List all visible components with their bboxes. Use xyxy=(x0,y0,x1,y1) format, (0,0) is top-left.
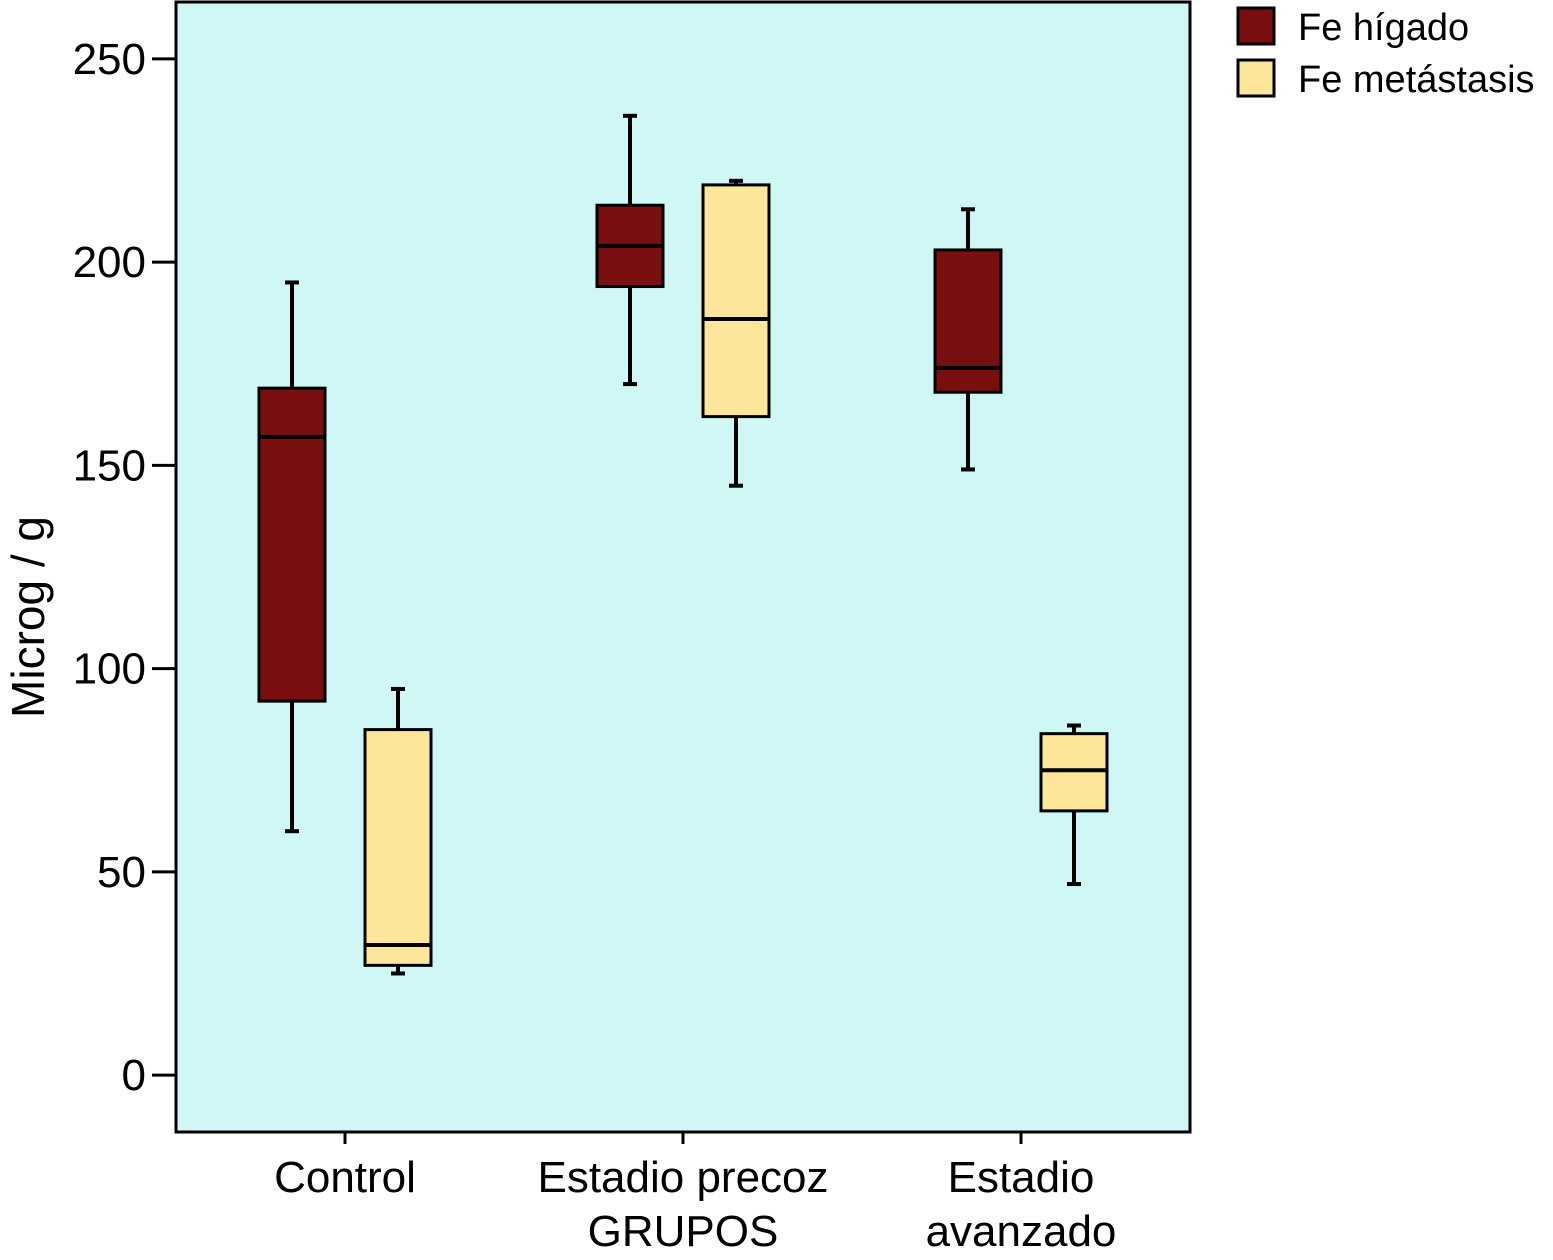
plot-area xyxy=(174,0,1192,1134)
y-axis-title: Microg / g xyxy=(2,516,54,718)
y-tick-label: 250 xyxy=(73,35,146,84)
box-fe-higado xyxy=(257,280,327,834)
legend-label: Fe hígado xyxy=(1298,7,1469,49)
iqr-box xyxy=(933,248,1003,394)
legend-label: Fe metástasis xyxy=(1298,59,1535,101)
y-tick-label: 200 xyxy=(73,238,146,287)
y-tick-label: 100 xyxy=(73,645,146,694)
x-tick-label: avanzado xyxy=(926,1207,1117,1256)
x-tick-label: Estadio xyxy=(948,1153,1095,1202)
x-tick-label: Estadio precoz xyxy=(537,1153,828,1202)
iqr-box xyxy=(363,728,433,967)
y-axis: 0 50 100 150 200 250 xyxy=(73,35,176,1100)
x-tick-label: Control xyxy=(274,1153,416,1202)
box-fe-metastasis xyxy=(363,686,433,976)
y-tick-label: 50 xyxy=(97,848,146,897)
y-tick-label: 0 xyxy=(122,1051,146,1100)
box-fe-higado xyxy=(595,113,665,387)
y-tick-label: 150 xyxy=(73,441,146,490)
legend-swatch xyxy=(1236,6,1276,46)
legend: Fe hígado Fe metástasis xyxy=(1236,6,1535,101)
x-axis: Control Estadio precoz Estadio avanzado xyxy=(274,1132,1116,1256)
iqr-box xyxy=(1039,732,1109,813)
box-fe-metastasis xyxy=(1039,723,1109,887)
iqr-box xyxy=(701,183,771,419)
iqr-box xyxy=(257,386,327,703)
x-axis-title: GRUPOS xyxy=(588,1207,779,1256)
box-fe-metastasis xyxy=(701,178,771,488)
legend-swatch xyxy=(1236,58,1276,98)
box-series-layer xyxy=(257,113,1109,976)
box-fe-higado xyxy=(933,207,1003,472)
